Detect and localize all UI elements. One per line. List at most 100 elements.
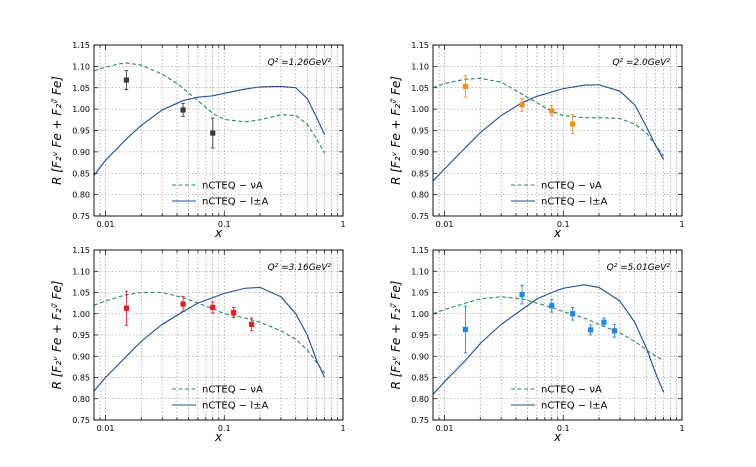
x-tick-label: 0.1 xyxy=(557,220,570,229)
y-tick-label: 1.15 xyxy=(411,246,429,255)
y-tick-label: 0.90 xyxy=(411,352,429,361)
y-tick-label: 1.00 xyxy=(411,105,429,114)
y-tick-label: 1.05 xyxy=(411,84,429,93)
y-axis-label: R [F₂ᵛ Fe + F₂ᵛ̄ Fe] xyxy=(389,280,403,389)
data-point xyxy=(519,102,525,108)
series-lpm-a-line xyxy=(433,84,665,182)
legend-entry: nCTEQ − l±A xyxy=(202,401,269,412)
x-tick-label: 1 xyxy=(340,220,345,229)
y-tick-label: 1.10 xyxy=(72,62,90,71)
y-tick-label: 0.75 xyxy=(72,416,90,425)
y-tick-label: 0.85 xyxy=(411,169,429,178)
axes-frame xyxy=(93,249,344,421)
y-tick-label: 0.85 xyxy=(72,169,90,178)
y-tick-label: 1.15 xyxy=(72,246,90,255)
x-tick-label: 0.01 xyxy=(436,220,454,229)
x-axis-label: x xyxy=(553,226,562,240)
y-tick-label: 0.75 xyxy=(72,212,90,221)
data-point xyxy=(249,321,255,327)
legend-entry: nCTEQ − νA xyxy=(202,181,263,192)
y-tick-label: 0.90 xyxy=(72,148,90,157)
series-nu-a-line xyxy=(433,296,664,361)
legend-entry: nCTEQ − l±A xyxy=(541,401,608,412)
y-tick-label: 1.05 xyxy=(72,84,90,93)
x-tick-label: 0.1 xyxy=(218,424,231,433)
series-group xyxy=(94,286,326,392)
x-axis-label: x xyxy=(214,226,223,240)
axes-frame xyxy=(432,249,683,421)
data-point xyxy=(519,292,525,298)
data-point xyxy=(210,304,216,310)
y-axis-label: R [F₂ᵛ Fe + F₂ᵛ̄ Fe] xyxy=(50,76,64,185)
data-point xyxy=(210,130,216,136)
data-point xyxy=(462,83,469,90)
q2-annotation: Q² =3.16GeV² xyxy=(268,263,332,273)
data-point xyxy=(180,301,186,307)
x-tick-label: 0.01 xyxy=(436,424,454,433)
y-axis-label: R [F₂ᵛ Fe + F₂ᵛ̄ Fe] xyxy=(50,280,64,389)
data-point xyxy=(570,121,576,127)
y-tick-label: 1.10 xyxy=(411,267,429,276)
q2-annotation: Q² =5.01GeV² xyxy=(607,263,671,273)
x-tick-label: 0.1 xyxy=(218,220,231,229)
y-axis-label: R [F₂ᵛ Fe + F₂ᵛ̄ Fe] xyxy=(389,76,403,185)
y-tick-label: 0.75 xyxy=(411,212,429,221)
legend-entry: nCTEQ − νA xyxy=(202,385,263,396)
data-point xyxy=(611,328,618,334)
axes-frame xyxy=(93,44,344,217)
data-point xyxy=(549,303,555,309)
q2-annotation: Q² =1.26GeV² xyxy=(268,58,332,68)
data-point xyxy=(588,327,594,333)
x-tick-label: 1 xyxy=(340,424,345,433)
series-nu-a-line xyxy=(94,62,326,154)
data-point xyxy=(570,311,576,317)
x-axis-label: x xyxy=(214,430,223,444)
series-nu-a-line xyxy=(433,77,665,157)
series-lpm-a-line xyxy=(433,284,665,395)
y-tick-label: 1.00 xyxy=(72,105,90,114)
legend: nCTEQ − νA nCTEQ − l±A xyxy=(172,181,269,208)
x-tick-label: 0.01 xyxy=(97,220,115,229)
legend: nCTEQ − νA nCTEQ − l±A xyxy=(172,385,269,412)
y-tick-label: 0.80 xyxy=(72,191,90,200)
series-lpm-a-line xyxy=(94,286,326,392)
legend: nCTEQ − νA nCTEQ − l±A xyxy=(511,181,608,208)
y-tick-label: 1.00 xyxy=(411,310,429,319)
legend: nCTEQ − νA nCTEQ − l±A xyxy=(511,385,608,412)
series-group xyxy=(433,75,665,182)
y-tick-label: 0.80 xyxy=(411,395,429,404)
y-tick-label: 0.80 xyxy=(72,395,90,404)
legend-entry: nCTEQ − l±A xyxy=(541,197,608,208)
series-lpm-a-line xyxy=(94,85,326,176)
y-tick-label: 0.75 xyxy=(411,416,429,425)
axes-frame xyxy=(432,44,683,217)
y-tick-label: 1.00 xyxy=(72,310,90,319)
y-tick-label: 0.95 xyxy=(411,127,429,136)
panel-2: 0.75 0.80 0.85 0.90 0.95 1.00 1.05 1.10 1.15 0.01… xyxy=(389,41,685,240)
y-tick-label: 1.15 xyxy=(72,41,90,50)
x-tick-label: 0.1 xyxy=(557,424,570,433)
q2-annotation: Q² =2.0GeV² xyxy=(612,58,670,68)
y-tick-label: 0.95 xyxy=(72,331,90,340)
data-point xyxy=(601,319,607,325)
y-tick-label: 1.15 xyxy=(411,41,429,50)
x-tick-label: 0.01 xyxy=(97,424,115,433)
panel-4: 0.75 0.80 0.85 0.90 0.95 1.00 1.05 1.10 1.15 0.01… xyxy=(389,246,685,444)
panel-3: 0.75 0.80 0.85 0.90 0.95 1.00 1.05 1.10 1.15 0.01… xyxy=(50,246,346,444)
y-tick-label: 0.80 xyxy=(411,191,429,200)
data-point xyxy=(549,108,555,114)
series-group xyxy=(94,62,326,176)
data-point xyxy=(231,309,237,316)
y-tick-label: 0.90 xyxy=(411,148,429,157)
x-tick-label: 1 xyxy=(679,424,684,433)
y-tick-label: 0.95 xyxy=(411,331,429,340)
y-tick-label: 1.05 xyxy=(72,289,90,298)
legend-entry: nCTEQ − νA xyxy=(541,181,602,192)
x-axis-label: x xyxy=(553,430,562,444)
series-group xyxy=(433,284,665,395)
data-point xyxy=(123,305,130,311)
y-tick-label: 0.90 xyxy=(72,352,90,361)
legend-entry: nCTEQ − l±A xyxy=(202,197,269,208)
data-point xyxy=(462,326,469,333)
